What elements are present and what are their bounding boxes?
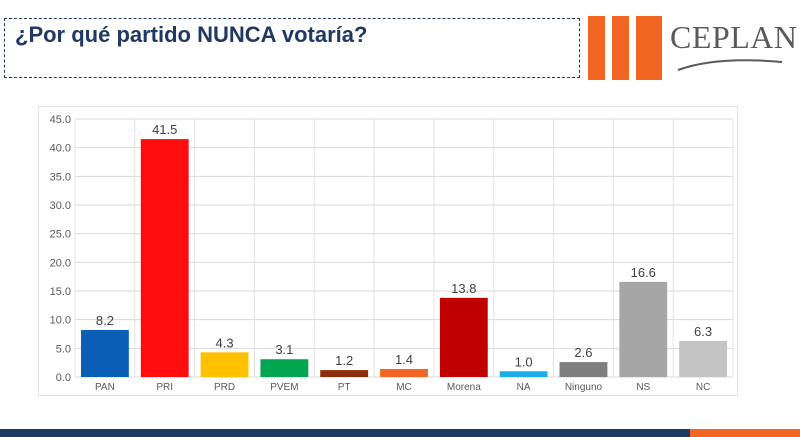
bar (140, 139, 189, 377)
x-tick-label: Ninguno (565, 382, 603, 393)
y-tick-label: 45.0 (50, 114, 71, 126)
y-tick-label: 0.0 (56, 372, 71, 384)
x-tick-label: NS (636, 382, 650, 393)
title-box: ¿Por qué partido NUNCA votaría? (4, 18, 580, 78)
bar-chart: 0.0 5.0 10.0 15.0 20.0 25.0 30.0 35.0 40.0 45.0 8.… (50, 114, 734, 393)
data-label: 16.6 (631, 265, 656, 280)
x-tick-label: NC (696, 382, 710, 393)
x-tick-label: MC (396, 382, 412, 393)
chart-area: 0.0 5.0 10.0 15.0 20.0 25.0 30.0 35.0 40.0 45.0 8.… (38, 106, 738, 396)
x-tick-label: PRD (214, 382, 235, 393)
y-tick-label: 20.0 (50, 257, 71, 269)
x-tick-label: PT (338, 382, 351, 393)
data-label: 3.1 (275, 342, 293, 357)
bar (260, 359, 309, 377)
data-label: 13.8 (451, 281, 476, 296)
page-title: ¿Por qué partido NUNCA votaría? (15, 22, 368, 47)
y-tick-label: 40.0 (50, 143, 71, 155)
bar (619, 281, 668, 377)
bar (439, 297, 488, 377)
data-label: 1.0 (515, 354, 533, 369)
data-label: 41.5 (152, 122, 177, 137)
y-tick-label: 35.0 (50, 171, 71, 183)
x-tick-label: PAN (95, 382, 115, 393)
bar (320, 370, 369, 377)
logo-swoosh-icon (677, 59, 783, 71)
bar (499, 371, 548, 377)
x-tick-label: PVEM (270, 382, 298, 393)
footer-accent (690, 429, 800, 437)
y-tick-label: 10.0 (50, 315, 71, 327)
bar (380, 368, 428, 377)
bar (679, 340, 728, 377)
bar (559, 362, 608, 377)
y-tick-label: 5.0 (56, 343, 71, 355)
x-tick-label: Morena (447, 382, 481, 393)
x-tick-label: NA (517, 382, 531, 393)
y-tick-label: 25.0 (50, 229, 71, 241)
data-label: 1.2 (335, 353, 353, 368)
y-tick-label: 30.0 (50, 200, 71, 212)
data-label: 8.2 (96, 313, 114, 328)
data-label: 1.4 (395, 352, 413, 367)
logo-text: CEPLAN (670, 19, 798, 55)
data-label: 2.6 (574, 345, 592, 360)
data-label: 4.3 (216, 335, 234, 350)
bar (200, 352, 249, 377)
data-label: 6.3 (694, 324, 712, 339)
y-tick-label: 15.0 (50, 286, 71, 298)
x-tick-label: PRI (156, 382, 173, 393)
footer-bar (0, 429, 800, 437)
bar (80, 329, 129, 377)
